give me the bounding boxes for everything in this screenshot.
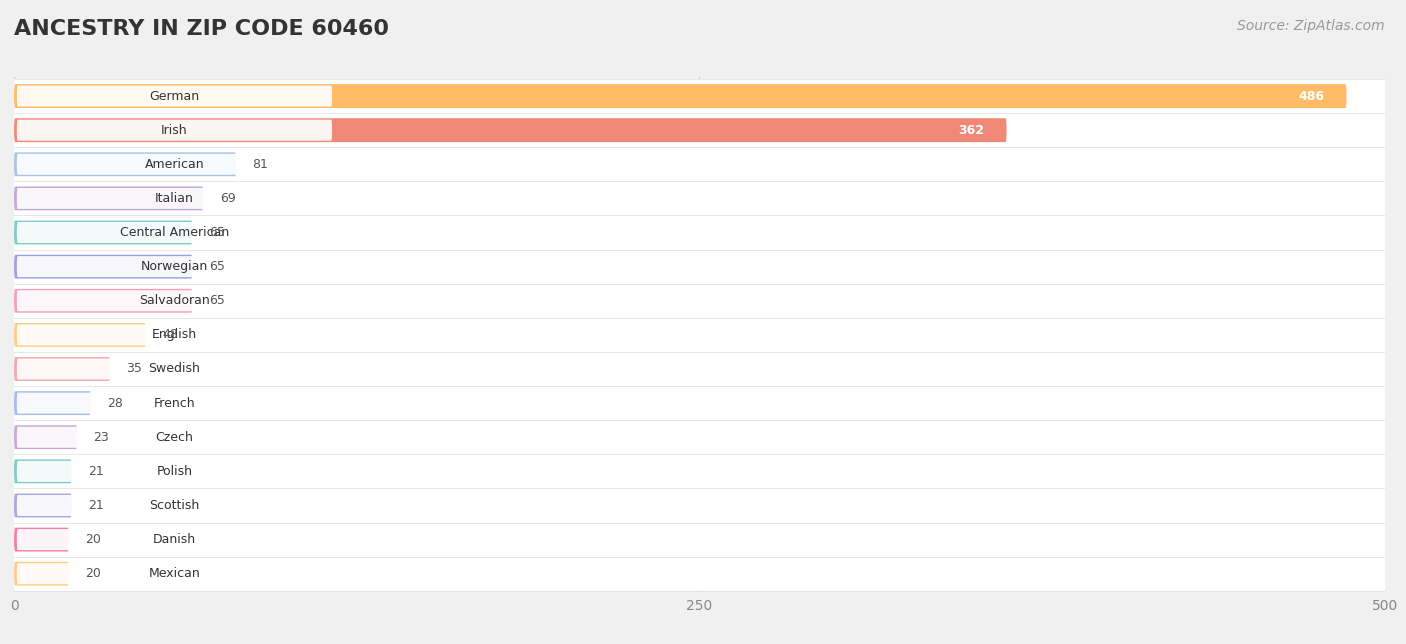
FancyBboxPatch shape	[14, 352, 1385, 386]
FancyBboxPatch shape	[14, 493, 72, 517]
Text: 21: 21	[89, 465, 104, 478]
FancyBboxPatch shape	[14, 420, 1385, 454]
Text: Polish: Polish	[156, 465, 193, 478]
FancyBboxPatch shape	[14, 527, 69, 551]
FancyBboxPatch shape	[14, 216, 1385, 250]
Text: Norwegian: Norwegian	[141, 260, 208, 273]
FancyBboxPatch shape	[14, 84, 1347, 108]
FancyBboxPatch shape	[14, 522, 1385, 556]
FancyBboxPatch shape	[14, 250, 1385, 284]
Text: American: American	[145, 158, 204, 171]
FancyBboxPatch shape	[14, 147, 1385, 182]
Text: Salvadoran: Salvadoran	[139, 294, 209, 307]
Text: Danish: Danish	[153, 533, 195, 546]
FancyBboxPatch shape	[14, 182, 1385, 216]
FancyBboxPatch shape	[14, 386, 1385, 420]
FancyBboxPatch shape	[17, 393, 332, 413]
FancyBboxPatch shape	[14, 425, 77, 449]
FancyBboxPatch shape	[14, 153, 236, 176]
Text: 65: 65	[208, 260, 225, 273]
Text: 81: 81	[253, 158, 269, 171]
Text: 48: 48	[162, 328, 179, 341]
FancyBboxPatch shape	[17, 154, 332, 175]
FancyBboxPatch shape	[14, 289, 193, 313]
FancyBboxPatch shape	[17, 222, 332, 243]
FancyBboxPatch shape	[17, 86, 332, 106]
FancyBboxPatch shape	[17, 290, 332, 311]
Text: 362: 362	[959, 124, 984, 137]
FancyBboxPatch shape	[14, 118, 1007, 142]
FancyBboxPatch shape	[14, 488, 1385, 522]
FancyBboxPatch shape	[14, 221, 193, 245]
Text: French: French	[153, 397, 195, 410]
Text: Central American: Central American	[120, 226, 229, 239]
FancyBboxPatch shape	[14, 284, 1385, 318]
Text: 69: 69	[219, 192, 235, 205]
Text: Italian: Italian	[155, 192, 194, 205]
FancyBboxPatch shape	[14, 357, 110, 381]
FancyBboxPatch shape	[14, 187, 204, 211]
FancyBboxPatch shape	[14, 556, 1385, 591]
FancyBboxPatch shape	[17, 427, 332, 448]
Text: 21: 21	[89, 499, 104, 512]
FancyBboxPatch shape	[14, 323, 146, 347]
Text: 65: 65	[208, 294, 225, 307]
Text: Irish: Irish	[162, 124, 188, 137]
Text: 20: 20	[86, 567, 101, 580]
FancyBboxPatch shape	[17, 461, 332, 482]
Text: 23: 23	[94, 431, 110, 444]
FancyBboxPatch shape	[14, 113, 1385, 147]
FancyBboxPatch shape	[17, 495, 332, 516]
FancyBboxPatch shape	[14, 318, 1385, 352]
Text: German: German	[149, 90, 200, 102]
Text: 35: 35	[127, 363, 142, 375]
FancyBboxPatch shape	[17, 120, 332, 140]
FancyBboxPatch shape	[14, 454, 1385, 488]
Text: English: English	[152, 328, 197, 341]
Text: 65: 65	[208, 226, 225, 239]
FancyBboxPatch shape	[17, 188, 332, 209]
Text: 20: 20	[86, 533, 101, 546]
Text: Czech: Czech	[156, 431, 194, 444]
Text: Source: ZipAtlas.com: Source: ZipAtlas.com	[1237, 19, 1385, 33]
FancyBboxPatch shape	[17, 256, 332, 277]
FancyBboxPatch shape	[14, 459, 72, 483]
Text: Swedish: Swedish	[149, 363, 201, 375]
FancyBboxPatch shape	[14, 562, 69, 585]
Text: 28: 28	[107, 397, 124, 410]
Text: 486: 486	[1299, 90, 1324, 102]
FancyBboxPatch shape	[17, 359, 332, 379]
Text: Mexican: Mexican	[149, 567, 200, 580]
FancyBboxPatch shape	[14, 254, 193, 279]
FancyBboxPatch shape	[14, 391, 91, 415]
FancyBboxPatch shape	[17, 529, 332, 550]
FancyBboxPatch shape	[17, 325, 332, 345]
Text: Scottish: Scottish	[149, 499, 200, 512]
Text: ANCESTRY IN ZIP CODE 60460: ANCESTRY IN ZIP CODE 60460	[14, 19, 389, 39]
FancyBboxPatch shape	[17, 564, 332, 584]
FancyBboxPatch shape	[14, 79, 1385, 113]
